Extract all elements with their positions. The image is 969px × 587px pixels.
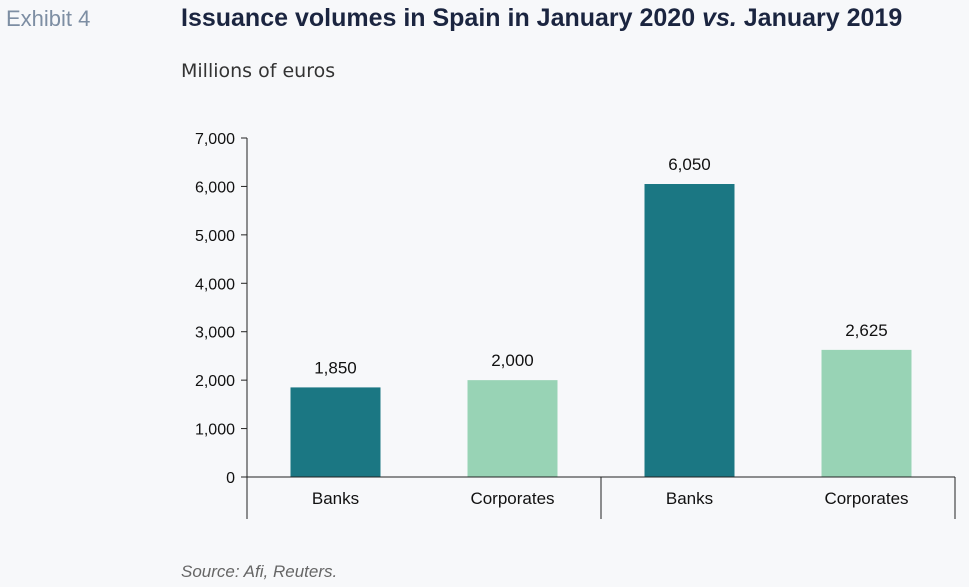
y-tick-label: 7,000 [195,131,235,148]
bar-value-label: 6,050 [668,155,711,174]
exhibit-label: Exhibit 4 [6,6,91,31]
bars: 1,850 2,000 6,050 2,625 [290,155,912,477]
y-tick-label: 5,000 [195,228,235,245]
x-axis: Banks Corporates Banks Corporates [246,476,956,519]
bar [821,349,912,477]
bar-value-label: 2,625 [845,321,888,340]
title-tail: January 2019 [736,4,903,32]
y-tick-label: 2,000 [195,373,235,390]
title-main: Issuance volumes in Spain in January 202… [181,4,703,32]
source-note: Source: Afi, Reuters. [181,562,338,581]
bar [290,387,381,477]
chart-title: Issuance volumes in Spain in January 202… [181,4,902,33]
x-category-label: Banks [666,489,713,508]
bar-value-label: 1,850 [314,358,357,377]
y-tick-label: 3,000 [195,325,235,342]
title-vs: vs. [702,4,737,32]
bar [467,380,558,477]
y-tick-label: 1,000 [195,422,235,439]
y-tick-label: 4,000 [195,276,235,293]
bar-value-label: 2,000 [491,351,534,370]
bar [644,184,735,477]
y-axis: 0 1,000 2,000 3,000 4,000 5,000 6,000 7,000 [195,131,248,487]
y-tick-label: 6,000 [195,179,235,196]
y-tick-label: 0 [226,470,235,487]
x-category-label: Corporates [824,489,908,508]
x-category-label: Banks [312,489,359,508]
x-category-label: Corporates [470,489,554,508]
chart-subtitle: Millions of euros [181,60,336,82]
